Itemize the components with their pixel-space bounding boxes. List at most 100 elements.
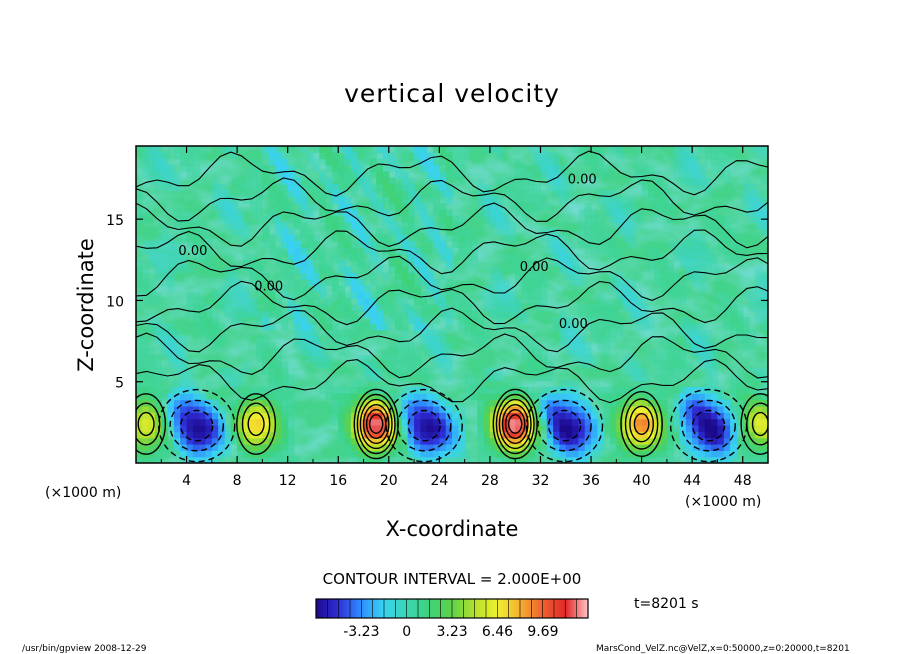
velocity-cell	[508, 437, 516, 445]
velocity-cell	[230, 317, 238, 325]
velocity-cell	[755, 209, 763, 217]
velocity-cell	[173, 152, 181, 160]
velocity-cell	[540, 298, 548, 306]
velocity-cell	[199, 298, 207, 306]
updraft-contour	[495, 393, 535, 455]
velocity-cell	[591, 165, 598, 172]
velocity-cell	[711, 234, 719, 242]
velocity-cell	[433, 184, 440, 191]
velocity-cell	[350, 310, 358, 318]
velocity-cell	[294, 171, 301, 179]
velocity-cell	[136, 355, 143, 363]
velocity-cell	[508, 234, 516, 242]
velocity-cell	[369, 399, 377, 407]
velocity-cell	[180, 424, 188, 432]
velocity-cell	[534, 342, 542, 350]
velocity-cell	[281, 272, 289, 280]
velocity-cell	[666, 437, 674, 445]
velocity-cell	[420, 443, 428, 451]
velocity-cell	[610, 437, 617, 445]
velocity-cell	[407, 260, 415, 268]
velocity-cell	[338, 348, 346, 356]
velocity-cell	[205, 247, 213, 255]
velocity-cell	[464, 329, 472, 337]
velocity-cell	[527, 196, 535, 204]
updraft-contour	[629, 405, 654, 443]
velocity-cell	[704, 209, 712, 217]
velocity-cell	[268, 146, 276, 153]
velocity-cell	[281, 437, 289, 445]
velocity-cell	[414, 367, 421, 375]
velocity-cell	[319, 253, 327, 261]
velocity-cell	[395, 342, 403, 350]
velocity-cell	[679, 399, 687, 407]
velocity-cell	[452, 171, 459, 179]
velocity-cell	[534, 266, 542, 274]
velocity-cell	[439, 355, 447, 363]
velocity-cell	[173, 424, 181, 432]
velocity-cell	[294, 209, 301, 217]
velocity-cell	[249, 184, 257, 191]
velocity-cell	[199, 228, 207, 236]
velocity-cell	[192, 393, 200, 401]
velocity-cell	[180, 228, 188, 236]
velocity-cell	[742, 203, 750, 210]
velocity-cell	[445, 215, 453, 223]
velocity-cell	[508, 431, 516, 439]
velocity-cell	[508, 285, 516, 293]
velocity-cell	[761, 222, 768, 230]
velocity-cell	[477, 418, 485, 426]
velocity-cell	[268, 215, 276, 223]
velocity-cell	[407, 386, 415, 394]
velocity-cell	[395, 253, 403, 261]
velocity-cell	[711, 253, 719, 261]
velocity-cell	[685, 329, 693, 337]
velocity-cell	[395, 450, 403, 458]
velocity-cell	[338, 241, 346, 249]
velocity-cell	[546, 247, 554, 255]
velocity-cell	[717, 304, 725, 312]
velocity-cell	[692, 386, 700, 394]
velocity-cell	[433, 393, 440, 401]
velocity-cell	[369, 171, 377, 179]
velocity-cell	[749, 304, 756, 312]
velocity-cell	[294, 310, 301, 318]
velocity-cell	[192, 215, 200, 223]
velocity-cell	[711, 348, 719, 356]
velocity-cell	[420, 399, 428, 407]
velocity-cell	[357, 323, 365, 331]
velocity-cell	[717, 386, 725, 394]
velocity-cell	[218, 456, 226, 463]
velocity-cell	[382, 323, 390, 331]
velocity-cell	[730, 431, 737, 439]
velocity-cell	[199, 431, 207, 439]
velocity-cell	[584, 405, 592, 413]
velocity-cell	[616, 228, 624, 236]
velocity-cell	[628, 374, 636, 382]
velocity-cell	[205, 437, 213, 445]
velocity-cell	[464, 317, 472, 325]
velocity-cell	[180, 253, 188, 261]
velocity-cell	[420, 304, 428, 312]
velocity-cell	[761, 279, 768, 287]
velocity-cell	[477, 203, 485, 210]
velocity-cell	[167, 279, 175, 287]
velocity-cell	[224, 405, 232, 413]
velocity-cell	[382, 412, 390, 420]
velocity-cell	[192, 323, 200, 331]
velocity-cell	[515, 177, 523, 185]
velocity-cell	[180, 361, 188, 369]
velocity-cell	[584, 228, 592, 236]
velocity-cell	[186, 241, 194, 249]
velocity-cell	[414, 393, 421, 401]
velocity-cell	[572, 456, 579, 463]
velocity-cell	[711, 367, 719, 375]
y-tick-label: 10	[106, 294, 124, 310]
velocity-cell	[673, 291, 681, 299]
velocity-cell	[338, 222, 346, 230]
velocity-cell	[414, 317, 421, 325]
velocity-cell	[426, 412, 434, 420]
velocity-cell	[597, 323, 605, 331]
velocity-cell	[256, 424, 263, 432]
